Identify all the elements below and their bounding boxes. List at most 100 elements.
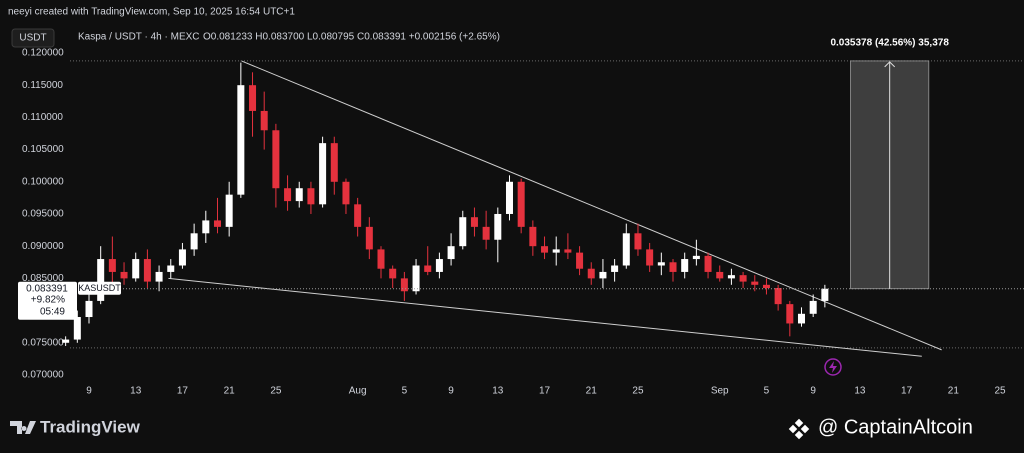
candle-body [97,259,105,301]
last-price: 0.083391 [26,283,68,294]
candle-body [447,246,455,260]
candle-body [202,220,210,234]
candle-body [120,271,128,279]
candle-body [319,143,327,205]
candle-body [85,300,93,318]
event-icon[interactable] [824,358,842,376]
candle-body [389,268,397,279]
x-tick-label: 9 [810,386,816,397]
candle-body [108,259,116,272]
candle-body [377,249,385,269]
y-tick-label: 0.070000 [22,370,64,381]
candle-body [599,271,607,279]
ticker: KASUSDT [78,283,121,293]
candle-body [143,259,151,282]
candle-body [400,278,408,292]
candle-body [611,265,619,272]
candle-body [284,188,292,202]
currency[interactable]: USDT [19,33,46,44]
x-tick-label: 9 [448,386,454,397]
y-tick-label: 0.120000 [22,48,64,59]
candle-body [190,233,198,250]
candle-body [237,85,245,195]
x-tick-label: 13 [492,386,504,397]
candle-body [529,226,537,247]
x-tick-label: 17 [539,386,551,397]
candle-body [354,204,362,227]
candle-body [692,255,700,260]
x-tick-label: 17 [901,386,913,397]
candle-body [774,288,782,305]
candle-body [412,265,420,292]
plot: 0.120000 0.115000 0.110000 0.105000 0.100000… [18,38,1024,397]
trendline [168,277,922,357]
measure-label: 0.035378 (42.56%) 35,378 [830,38,949,49]
x-tick-label: 21 [586,386,598,397]
candle-body [552,249,560,253]
candle-body [167,265,175,272]
currency-box[interactable] [11,28,55,48]
candle-body [587,268,595,279]
candle-body [132,259,140,279]
candle-body [622,233,630,266]
x-tick-label: 25 [632,386,644,397]
x-tick-label: 13 [854,386,866,397]
y-tick-label: 0.075000 [22,337,64,348]
candle-body [564,249,572,253]
candle-body [330,143,338,182]
last-price-change: +9.82% [31,294,65,305]
candle-body [482,226,490,240]
candle-body [435,259,443,272]
x-tick-label: Aug [349,386,367,397]
candle-body [541,246,549,253]
y-tick-label: 0.110000 [22,112,63,123]
y-tick-label: 0.095000 [22,209,64,220]
candle-body [681,259,689,272]
x-tick-label: 25 [994,386,1006,397]
y-tick-label: 0.090000 [22,241,64,252]
credit: neeyi created with TradingView.com, Sep … [8,7,295,18]
candle-body [727,275,735,279]
candle-body [751,281,759,285]
candle-body [797,313,805,324]
candle-body [786,304,794,324]
brand: TradingView [40,417,141,436]
candle-body [342,181,350,205]
candle-body [494,213,502,240]
brand-logo [10,421,36,434]
candle-body [459,217,467,247]
candle-body [576,252,584,269]
last-price-box [18,281,77,320]
ohlc-legend: O0.081233 H0.083700 L0.080795 C0.083391 … [203,32,500,43]
candle-body [517,181,525,227]
y-tick-label: 0.115000 [22,80,63,91]
x-tick-label: 9 [86,386,92,397]
y-tick-label: 0.085000 [22,273,64,284]
x-tick-label: 5 [764,386,770,397]
candle-body [365,226,373,250]
x-tick-label: 21 [224,386,236,397]
candle-body [716,271,724,279]
candle-body [704,255,712,272]
candle-body [73,317,81,340]
candle-body [213,220,221,227]
x-tick-label: 25 [270,386,282,397]
candle-body [225,194,233,227]
candle-body [178,249,186,266]
candle-body [634,233,642,250]
candle-body [272,130,280,189]
watermark-logo [788,418,810,440]
candle-body [669,262,677,272]
x-tick-label: 21 [948,386,960,397]
candle-body [155,271,163,282]
candle-body [260,110,268,131]
candle-body [821,288,829,301]
candle-body [739,275,747,282]
x-tick-label: 5 [402,386,408,397]
candle-body [62,339,70,343]
event-bolt [829,361,837,373]
candle-body [505,181,513,214]
